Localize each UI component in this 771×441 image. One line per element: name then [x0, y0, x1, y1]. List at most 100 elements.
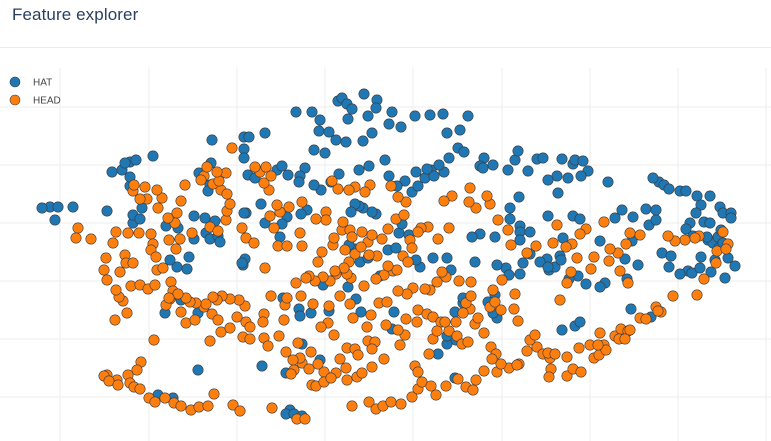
- data-point-hat[interactable]: [625, 303, 637, 315]
- data-point-head[interactable]: [585, 263, 597, 275]
- data-point-head[interactable]: [122, 227, 134, 239]
- data-point-head[interactable]: [667, 290, 679, 302]
- data-point-hat[interactable]: [36, 202, 48, 214]
- data-point-head[interactable]: [412, 226, 424, 238]
- data-point-head[interactable]: [305, 346, 317, 358]
- data-point-head[interactable]: [382, 260, 394, 272]
- data-point-head[interactable]: [400, 196, 412, 208]
- data-point-head[interactable]: [281, 240, 293, 252]
- data-point-head[interactable]: [347, 312, 359, 324]
- data-point-head[interactable]: [262, 340, 274, 352]
- data-point-head[interactable]: [496, 274, 508, 286]
- data-point-head[interactable]: [149, 279, 161, 291]
- data-point-head[interactable]: [446, 190, 458, 202]
- data-point-head[interactable]: [478, 327, 490, 339]
- data-point-hat[interactable]: [147, 150, 159, 162]
- data-point-hat[interactable]: [119, 157, 131, 169]
- data-point-head[interactable]: [521, 345, 533, 357]
- data-point-hat[interactable]: [357, 135, 369, 147]
- data-point-head[interactable]: [151, 184, 163, 196]
- data-point-head[interactable]: [156, 192, 168, 204]
- data-point-hat[interactable]: [290, 106, 302, 118]
- data-point-head[interactable]: [224, 322, 236, 334]
- data-point-head[interactable]: [265, 290, 277, 302]
- data-point-hat[interactable]: [314, 114, 326, 126]
- data-point-head[interactable]: [258, 177, 270, 189]
- data-point-hat[interactable]: [330, 134, 342, 146]
- data-point-head[interactable]: [121, 307, 133, 319]
- data-point-head[interactable]: [326, 175, 338, 187]
- data-point-head[interactable]: [406, 242, 418, 254]
- data-point-head[interactable]: [508, 303, 520, 315]
- data-point-head[interactable]: [385, 396, 397, 408]
- data-point-hat[interactable]: [575, 170, 587, 182]
- data-point-hat[interactable]: [294, 310, 306, 322]
- data-point-head[interactable]: [561, 277, 573, 289]
- data-point-head[interactable]: [204, 335, 216, 347]
- data-point-hat[interactable]: [130, 154, 142, 166]
- data-point-hat[interactable]: [308, 144, 320, 156]
- data-point-head[interactable]: [620, 238, 632, 250]
- data-point-head[interactable]: [320, 214, 332, 226]
- data-point-hat[interactable]: [276, 160, 288, 172]
- data-point-head[interactable]: [450, 316, 462, 328]
- data-point-head[interactable]: [72, 222, 84, 234]
- data-point-head[interactable]: [234, 405, 246, 417]
- data-point-head[interactable]: [189, 314, 201, 326]
- data-point-head[interactable]: [343, 184, 355, 196]
- data-point-head[interactable]: [363, 396, 375, 408]
- data-point-head[interactable]: [344, 298, 356, 310]
- data-point-hat[interactable]: [512, 145, 524, 157]
- data-point-head[interactable]: [472, 312, 484, 324]
- data-point-head[interactable]: [334, 290, 346, 302]
- data-point-hat[interactable]: [383, 118, 395, 130]
- data-point-head[interactable]: [300, 272, 312, 284]
- data-point-hat[interactable]: [308, 179, 320, 191]
- data-point-head[interactable]: [323, 300, 335, 312]
- data-point-hat[interactable]: [551, 170, 563, 182]
- data-point-head[interactable]: [406, 391, 418, 403]
- data-point-head[interactable]: [278, 314, 290, 326]
- data-point-hat[interactable]: [370, 102, 382, 114]
- data-point-hat[interactable]: [690, 207, 702, 219]
- data-point-head[interactable]: [112, 379, 124, 391]
- data-point-head[interactable]: [481, 190, 493, 202]
- data-point-head[interactable]: [392, 324, 404, 336]
- data-point-head[interactable]: [208, 388, 220, 400]
- data-point-head[interactable]: [652, 305, 664, 317]
- data-point-head[interactable]: [530, 240, 542, 252]
- data-point-head[interactable]: [486, 353, 498, 365]
- data-point-head[interactable]: [400, 313, 412, 325]
- data-point-hat[interactable]: [366, 127, 378, 139]
- data-point-hat[interactable]: [616, 204, 628, 216]
- data-point-hat[interactable]: [323, 126, 335, 138]
- data-point-hat[interactable]: [722, 252, 734, 264]
- data-point-head[interactable]: [391, 264, 403, 276]
- data-point-hat[interactable]: [340, 136, 352, 148]
- data-point-head[interactable]: [260, 161, 272, 173]
- data-point-hat[interactable]: [574, 316, 586, 328]
- data-point-head[interactable]: [385, 180, 397, 192]
- data-point-hat[interactable]: [134, 213, 146, 225]
- data-point-hat[interactable]: [433, 159, 445, 171]
- data-point-hat[interactable]: [534, 256, 546, 268]
- data-point-hat[interactable]: [427, 252, 439, 264]
- data-point-hat[interactable]: [164, 254, 176, 266]
- data-point-head[interactable]: [287, 354, 299, 366]
- data-point-head[interactable]: [547, 237, 559, 249]
- data-point-head[interactable]: [711, 245, 723, 257]
- data-point-head[interactable]: [554, 294, 566, 306]
- data-point-hat[interactable]: [243, 131, 255, 143]
- data-point-head[interactable]: [109, 314, 121, 326]
- data-point-head[interactable]: [148, 334, 160, 346]
- data-point-head[interactable]: [110, 284, 122, 296]
- data-point-head[interactable]: [511, 359, 523, 371]
- data-point-hat[interactable]: [619, 253, 631, 265]
- data-point-hat[interactable]: [383, 170, 395, 182]
- data-point-hat[interactable]: [663, 261, 675, 273]
- data-point-head[interactable]: [412, 366, 424, 378]
- data-point-hat[interactable]: [305, 307, 317, 319]
- data-point-head[interactable]: [588, 251, 600, 263]
- data-point-head[interactable]: [465, 276, 477, 288]
- data-point-head[interactable]: [337, 216, 349, 228]
